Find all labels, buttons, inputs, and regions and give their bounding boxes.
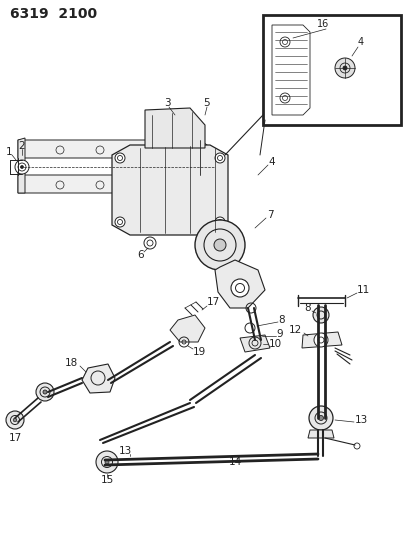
Text: 1: 1	[6, 147, 12, 157]
Text: 15: 15	[100, 475, 113, 485]
Circle shape	[144, 237, 156, 249]
Circle shape	[96, 451, 118, 473]
Circle shape	[343, 66, 347, 70]
Text: 13: 13	[118, 446, 132, 456]
Polygon shape	[112, 145, 228, 235]
Text: 9: 9	[277, 329, 283, 339]
Text: 19: 19	[193, 347, 206, 357]
Circle shape	[105, 460, 109, 464]
Text: 5: 5	[204, 98, 210, 108]
Circle shape	[245, 323, 255, 333]
Polygon shape	[18, 175, 225, 193]
Circle shape	[335, 58, 355, 78]
Circle shape	[313, 307, 329, 323]
Circle shape	[195, 220, 245, 270]
Circle shape	[20, 166, 24, 168]
Text: 16: 16	[317, 19, 329, 29]
Text: 10: 10	[269, 339, 282, 349]
Polygon shape	[82, 364, 115, 393]
Text: 12: 12	[289, 325, 302, 335]
Bar	[263, 15, 401, 125]
Polygon shape	[302, 332, 342, 348]
Circle shape	[6, 411, 24, 429]
Text: 3: 3	[164, 98, 170, 108]
Polygon shape	[170, 315, 205, 342]
Text: 7: 7	[267, 210, 273, 220]
Circle shape	[314, 333, 328, 347]
Circle shape	[13, 418, 17, 422]
Circle shape	[214, 239, 226, 251]
Polygon shape	[308, 430, 334, 438]
Polygon shape	[18, 138, 25, 193]
Circle shape	[319, 416, 324, 421]
Text: 6319  2100: 6319 2100	[10, 7, 97, 21]
Text: 6: 6	[137, 250, 144, 260]
Text: 17: 17	[207, 297, 220, 307]
Circle shape	[309, 406, 333, 430]
Text: 8: 8	[279, 315, 285, 325]
Circle shape	[215, 217, 225, 227]
Polygon shape	[240, 335, 270, 352]
Text: 4: 4	[358, 37, 364, 47]
Circle shape	[115, 153, 125, 163]
Circle shape	[231, 279, 249, 297]
Text: 8: 8	[305, 303, 311, 313]
Circle shape	[15, 160, 29, 174]
Text: 17: 17	[9, 433, 22, 443]
Polygon shape	[145, 108, 205, 148]
Polygon shape	[18, 140, 225, 158]
Text: 18: 18	[65, 358, 78, 368]
Text: 13: 13	[355, 415, 368, 425]
Circle shape	[43, 390, 47, 394]
Circle shape	[115, 217, 125, 227]
Text: 4: 4	[269, 157, 275, 167]
Circle shape	[36, 383, 54, 401]
Text: 11: 11	[357, 285, 370, 295]
Text: 2: 2	[19, 141, 25, 151]
Text: 14: 14	[228, 457, 242, 467]
Polygon shape	[215, 260, 265, 308]
Circle shape	[215, 153, 225, 163]
